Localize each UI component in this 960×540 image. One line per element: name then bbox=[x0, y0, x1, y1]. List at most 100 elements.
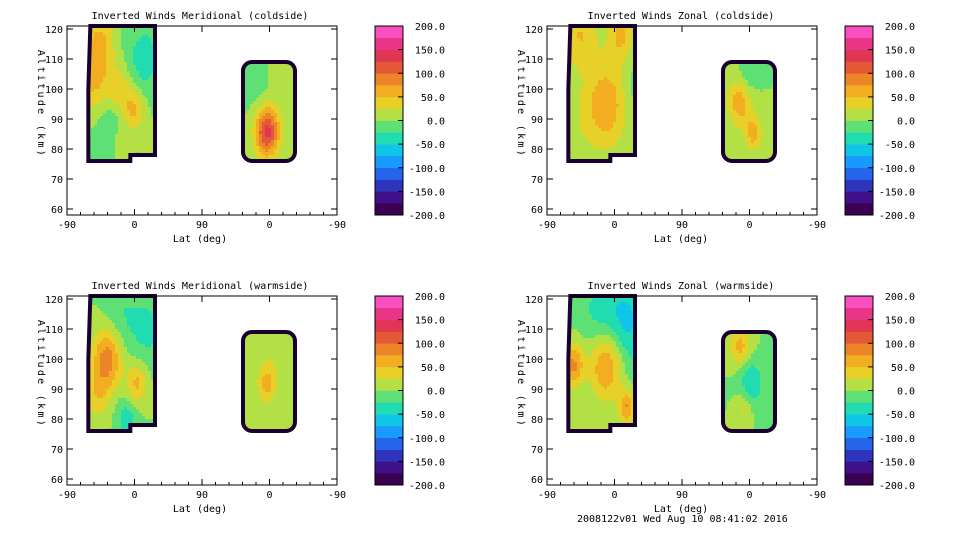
heatmap-cell bbox=[229, 65, 233, 69]
heatmap-cell bbox=[73, 146, 76, 149]
heatmap-cell bbox=[160, 56, 164, 60]
heatmap-cell bbox=[220, 35, 224, 39]
heatmap-cell bbox=[208, 146, 212, 150]
heatmap-cell bbox=[82, 161, 85, 164]
heatmap-cell bbox=[304, 65, 307, 68]
heatmap-cell bbox=[109, 140, 113, 144]
heatmap-cell bbox=[226, 29, 230, 33]
heatmap-cell bbox=[145, 59, 149, 63]
heatmap-cell bbox=[259, 164, 262, 167]
heatmap-cell bbox=[79, 44, 82, 47]
heatmap-cell bbox=[184, 104, 188, 108]
heatmap-cell bbox=[67, 134, 70, 137]
heatmap-cell bbox=[118, 89, 122, 93]
heatmap-cell bbox=[130, 194, 133, 197]
heatmap-cell bbox=[100, 104, 104, 108]
heatmap-cell bbox=[133, 191, 136, 194]
heatmap-cell bbox=[127, 65, 131, 69]
heatmap-cell bbox=[274, 101, 278, 105]
heatmap-cell bbox=[283, 119, 287, 123]
heatmap-cell bbox=[235, 65, 239, 69]
heatmap-cell bbox=[112, 95, 116, 99]
heatmap-cell bbox=[229, 113, 233, 117]
heatmap-cell bbox=[178, 119, 182, 123]
heatmap-cell bbox=[202, 143, 206, 147]
heatmap-cell bbox=[295, 158, 298, 161]
heatmap-cell bbox=[151, 119, 155, 123]
heatmap-cell bbox=[70, 149, 73, 152]
heatmap-cell bbox=[301, 149, 304, 152]
heatmap-cell bbox=[145, 104, 149, 108]
heatmap-cell bbox=[247, 194, 250, 197]
heatmap-cell bbox=[238, 188, 241, 191]
heatmap-cell bbox=[256, 74, 260, 78]
heatmap-cell bbox=[106, 197, 109, 200]
heatmap-cell bbox=[157, 122, 161, 126]
heatmap-cell bbox=[238, 167, 241, 170]
heatmap-cell bbox=[157, 173, 160, 176]
heatmap-cell bbox=[151, 170, 154, 173]
heatmap-cell bbox=[145, 194, 148, 197]
heatmap-cell bbox=[187, 116, 191, 120]
heatmap-cell bbox=[259, 44, 263, 48]
heatmap-cell bbox=[67, 59, 70, 62]
heatmap-cell bbox=[76, 149, 79, 152]
heatmap-cell bbox=[301, 164, 304, 167]
heatmap-cell bbox=[262, 38, 266, 42]
heatmap-cell bbox=[247, 71, 251, 75]
heatmap-cell bbox=[241, 188, 244, 191]
heatmap-cell bbox=[109, 176, 112, 179]
heatmap-cell bbox=[259, 107, 263, 111]
heatmap-cell bbox=[76, 101, 79, 104]
heatmap-cell bbox=[106, 140, 110, 144]
heatmap-cell bbox=[130, 95, 134, 99]
heatmap-cell bbox=[256, 107, 260, 111]
heatmap-cell bbox=[226, 194, 229, 197]
heatmap-cell bbox=[244, 125, 248, 129]
heatmap-cell bbox=[256, 83, 260, 87]
heatmap-cell bbox=[148, 143, 152, 147]
heatmap-cell bbox=[217, 182, 220, 185]
heatmap-cell bbox=[280, 191, 283, 194]
heatmap-cell bbox=[244, 35, 248, 39]
heatmap-cell bbox=[115, 209, 118, 212]
heatmap-cell bbox=[256, 128, 260, 132]
heatmap-cell bbox=[157, 164, 160, 167]
heatmap-cell bbox=[73, 53, 76, 56]
heatmap-cell bbox=[151, 203, 154, 206]
heatmap-cell bbox=[142, 41, 146, 45]
heatmap-cell bbox=[214, 185, 217, 188]
heatmap-cell bbox=[265, 44, 269, 48]
heatmap-cell bbox=[142, 167, 145, 170]
heatmap-cell bbox=[139, 140, 143, 144]
heatmap-cell bbox=[202, 59, 206, 63]
heatmap-cell bbox=[193, 89, 197, 93]
heatmap-cell bbox=[187, 206, 190, 209]
heatmap-cell bbox=[250, 128, 254, 132]
heatmap-cell bbox=[298, 116, 301, 119]
heatmap-cell bbox=[175, 185, 178, 188]
heatmap-cell bbox=[220, 32, 224, 36]
heatmap-cell bbox=[109, 32, 113, 36]
heatmap-cell bbox=[253, 95, 257, 99]
heatmap-cell bbox=[274, 179, 277, 182]
heatmap-cell bbox=[175, 173, 178, 176]
heatmap-cell bbox=[259, 176, 262, 179]
heatmap-cell bbox=[121, 44, 125, 48]
heatmap-cell bbox=[151, 107, 155, 111]
heatmap-cell bbox=[298, 185, 301, 188]
heatmap-cell bbox=[133, 32, 137, 36]
heatmap-cell bbox=[127, 185, 130, 188]
heatmap-cell bbox=[301, 131, 304, 134]
heatmap-cell bbox=[73, 35, 76, 38]
heatmap-cell bbox=[190, 161, 193, 164]
heatmap-cell bbox=[133, 110, 137, 114]
heatmap-cell bbox=[271, 98, 275, 102]
heatmap-cell bbox=[274, 50, 278, 54]
heatmap-cell bbox=[115, 173, 118, 176]
heatmap-cell bbox=[106, 155, 110, 159]
heatmap-cell bbox=[130, 59, 134, 63]
heatmap-cell bbox=[139, 59, 143, 63]
heatmap-cell bbox=[187, 161, 190, 164]
heatmap-cell bbox=[127, 209, 130, 212]
